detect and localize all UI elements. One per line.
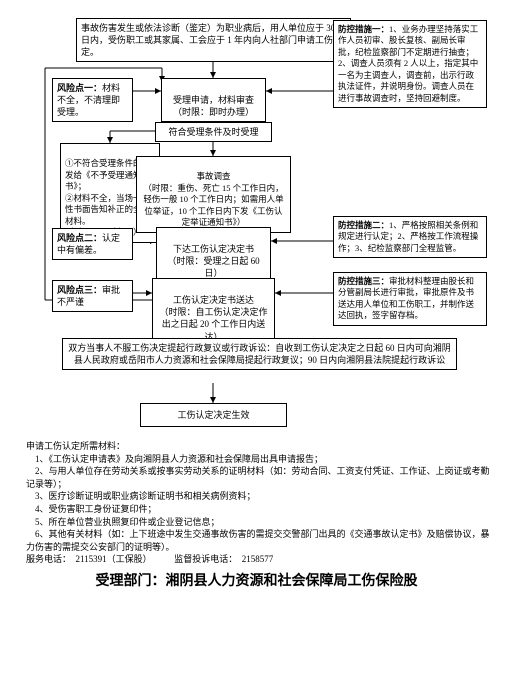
footer-phone-service: 服务电话： 2115391（工保股） xyxy=(26,554,147,564)
node-decide: 下达工伤认定决定书 （时限：受理之日起 60 日） xyxy=(156,227,271,284)
department-title: 受理部门：湘阴县人力资源和社会保障局工伤保险股 xyxy=(0,570,513,590)
node-risk-3: 风险点三：审批不严谨 xyxy=(52,280,133,312)
footer-phone-complaint: 监督投诉电话： 2158577 xyxy=(174,554,273,564)
footer-line5: 5、所在单位营业执照复印件或企业登记信息； xyxy=(26,516,493,529)
final-text: 工伤认定决定生效 xyxy=(177,410,249,420)
node-risk-2: 风险点二：认定中有偏差。 xyxy=(52,228,133,260)
node-start: 事故伤害发生或依法诊断（鉴定）为职业病后，用人单位应于 30 日内，受伤职工或其… xyxy=(76,18,351,62)
invest-text: 事故调查 （时限：重伤、死亡 15 个工作日内，轻伤一般 10 个工作日内；如需… xyxy=(143,171,283,227)
node-accept: 受理申请，材料审查 （时限：即时办理） xyxy=(161,78,266,122)
node-deliver: 工伤认定决定书送达 （时限：自工伤认定决定作出之日起 20 个工作日内送达） xyxy=(152,278,275,347)
meet-text: 符合受理条件及时受理 xyxy=(168,127,258,137)
footer-line0: 申请工伤认定所需材料： xyxy=(26,440,493,453)
node-investigate: 事故调查 （时限：重伤、死亡 15 个工作日内，轻伤一般 10 个工作日内；如需… xyxy=(136,156,291,233)
footer-line7: 服务电话： 2115391（工保股） 监督投诉电话： 2158577 xyxy=(26,553,493,566)
footer-line3: 3、医疗诊断证明或职业病诊断证明书和相关病例资料； xyxy=(26,490,493,503)
node-control-3: 防控措施三：审批材料整理由股长和分管副局长进行审批，审批原件及书送达用人单位和工… xyxy=(333,272,487,326)
risk1-prefix: 风险点一： xyxy=(57,83,102,93)
footer-line1: 1、《工伤认定申请表》及向湘阴县人力资源和社会保障局出具申请报告； xyxy=(26,453,493,466)
accept-text: 受理申请，材料审查 （时限：即时办理） xyxy=(173,95,254,117)
footer-line4: 4、受伤害职工身份证复印件； xyxy=(26,503,493,516)
footer-line2: 2、与用人单位存在劳动关系或按事实劳动关系的证明材料（如：劳动合同、工资支付凭证… xyxy=(26,465,493,490)
node-final: 工伤认定决定生效 xyxy=(140,403,287,427)
risk3-prefix: 风险点三： xyxy=(57,285,102,295)
node-meet: 符合受理条件及时受理 xyxy=(155,122,272,142)
ctrl3-prefix: 防控措施三： xyxy=(338,276,389,286)
ctrl1-text: 1、业务办理坚持落实工作人员初审、股长复核、副局长审批，纪检监察部门不定期进行抽… xyxy=(338,24,478,103)
risk2-prefix: 风险点二： xyxy=(57,233,102,243)
node-control-1: 防控措施一：1、业务办理坚持落实工作人员初审、股长复核、副局长审批，纪检监察部门… xyxy=(333,20,487,108)
ctrl2-prefix: 防控措施二： xyxy=(338,220,389,230)
decide-text: 下达工伤认定决定书 （时限：受理之日起 60 日） xyxy=(167,244,259,278)
node-start-text: 事故伤害发生或依法诊断（鉴定）为职业病后，用人单位应于 30 日内，受伤职工或其… xyxy=(81,23,342,57)
node-control-2: 防控措施二：1、严格按照相关条例和规定进行认定；2、严格按工作流程操作；3、纪检… xyxy=(333,216,487,258)
deliver-text: 工伤认定决定书送达 （时限：自工伤认定决定作出之日起 20 个工作日内送达） xyxy=(159,295,267,341)
node-risk-1: 风险点一：材料不全，不清理即受理。 xyxy=(52,78,133,122)
node-appeal: 双方当事人不服工伤决定提起行政复议或行政诉讼：自收到工伤认定决定之日起 60 日… xyxy=(62,338,457,370)
ctrl1-prefix: 防控措施一： xyxy=(338,24,389,34)
footer-materials: 申请工伤认定所需材料： 1、《工伤认定申请表》及向湘阴县人力资源和社会保障局出具… xyxy=(26,440,493,566)
footer-line6: 6、其他有关材料（如：上下班途中发生交通事故伤害的需提交交警部门出具的《交通事故… xyxy=(26,528,493,553)
appeal-text: 双方当事人不服工伤决定提起行政复议或行政诉讼：自收到工伤认定决定之日起 60 日… xyxy=(68,343,451,365)
